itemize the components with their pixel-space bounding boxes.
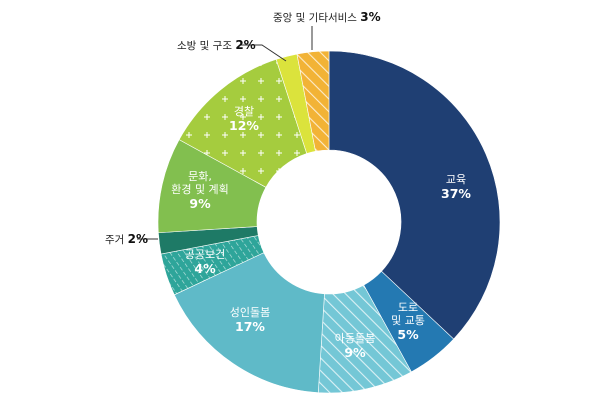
slice-callout-label: 소방 및 구조 2% xyxy=(177,38,256,52)
slice-label: 도로 xyxy=(398,301,418,314)
slice-percent: 4% xyxy=(194,261,216,276)
slice-label: 성인돌봄 xyxy=(230,306,270,319)
slice-label: 문화, xyxy=(188,170,212,183)
slice-label: 교육 xyxy=(446,173,466,186)
slice-percent: 9% xyxy=(189,196,211,211)
slice-percent: 12% xyxy=(229,118,259,133)
slice-경찰-pattern xyxy=(179,59,307,188)
slice-label: 경찰 xyxy=(234,105,254,118)
slices-group xyxy=(157,50,501,394)
slice-percent: 37% xyxy=(441,186,471,201)
slice-percent: 9% xyxy=(344,345,366,360)
slice-percent: 5% xyxy=(397,327,419,342)
slice-중앙-및-기타서비스-pattern xyxy=(296,51,329,152)
slice-아동돌봄-pattern xyxy=(318,285,412,393)
slice-성인돌봄 xyxy=(173,252,325,393)
slice-callout-label: 중앙 및 기타서비스 3% xyxy=(273,10,381,24)
slice-callout-label: 주거 2% xyxy=(105,232,148,246)
slice-공공보건-pattern xyxy=(161,235,264,295)
slice-label: 공공보건 xyxy=(185,248,225,261)
slice-percent: 17% xyxy=(235,319,265,334)
slice-교육 xyxy=(328,50,501,340)
slice-label: 아동돌봄 xyxy=(335,332,375,345)
leader-line xyxy=(241,44,287,62)
slice-label: 환경 및 계획 xyxy=(171,183,229,196)
slice-label: 및 교통 xyxy=(391,314,425,327)
